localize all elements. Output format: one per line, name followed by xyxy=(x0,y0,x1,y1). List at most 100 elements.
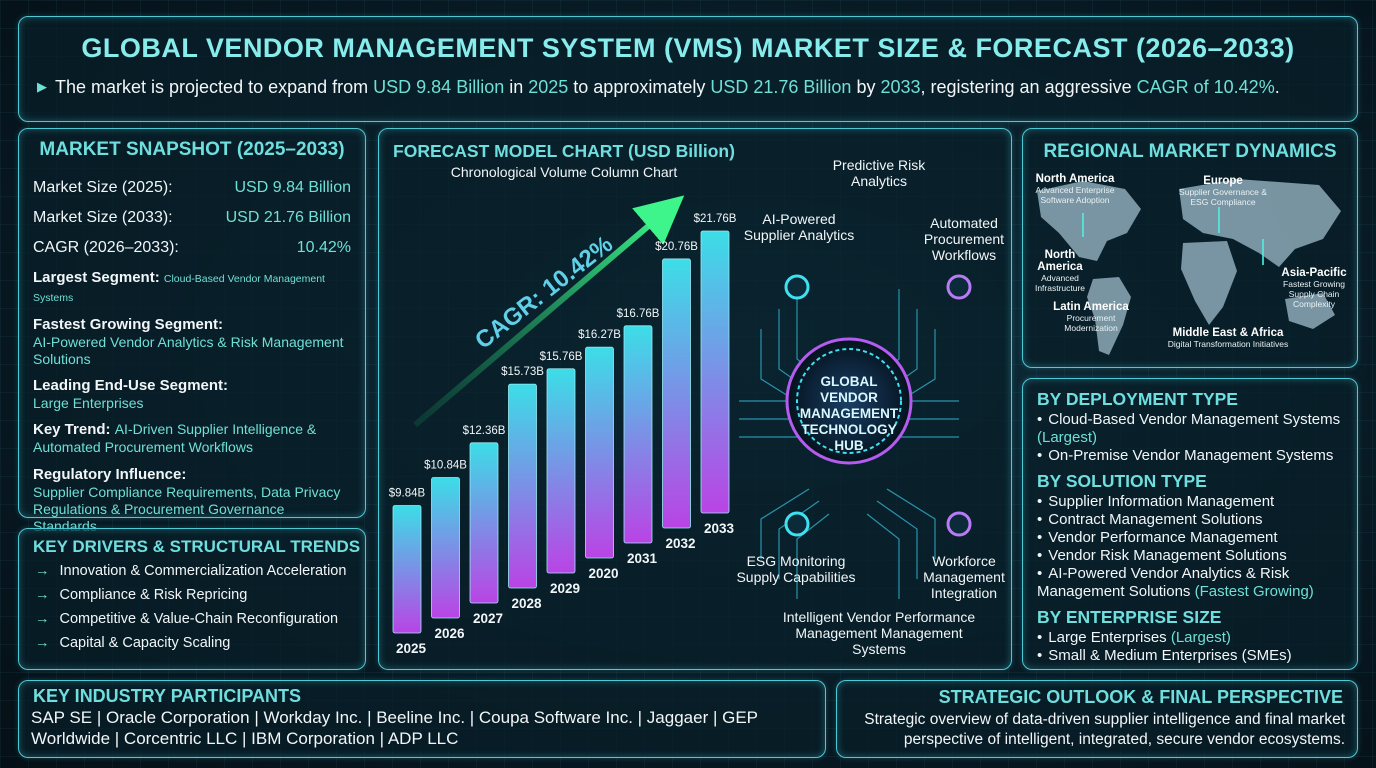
x-tick-label: 2026 xyxy=(434,626,465,641)
value-label: $21.76B xyxy=(694,213,737,225)
metric-value: 10.42% xyxy=(296,239,351,256)
metric-label: CAGR (2026–2033): xyxy=(33,239,179,256)
snapshot-panel: MARKET SNAPSHOT (2025–2033) Market Size … xyxy=(18,128,366,534)
metric-label: Market Size (2033): xyxy=(33,209,173,226)
subtitle-part: 2033 xyxy=(880,77,921,97)
region: North America Advanced Enterprise Softwar… xyxy=(1027,173,1123,205)
participants-panel: KEY INDUSTRY PARTICIPANTS SAP SE | Oracl… xyxy=(18,680,826,758)
segment-item-note: (Fastest Growing) xyxy=(1194,583,1314,600)
segment-item: Supplier Information Management xyxy=(1037,493,1357,511)
bar xyxy=(700,230,730,514)
segment-item: Large Enterprises (Largest) xyxy=(1037,629,1357,647)
segment-label: Leading End-Use Segment: xyxy=(33,377,229,394)
region: Latin America Procurement Modernization xyxy=(1053,301,1129,333)
value-label: $12.36B xyxy=(463,425,506,437)
hub-node xyxy=(784,274,810,300)
snapshot-title: MARKET SNAPSHOT (2025–2033) xyxy=(39,139,345,160)
bar xyxy=(623,325,653,544)
world-map xyxy=(1037,179,1341,355)
segment-item: Small & Medium Enterprises (SMEs) xyxy=(1037,647,1357,665)
region-note: Supplier Governance & ESG Compliance xyxy=(1179,187,1267,207)
metric-label: Market Size (2025): xyxy=(33,179,173,196)
segment-item: AI-Powered Vendor Analytics & Risk Manag… xyxy=(1037,565,1357,601)
segment-item-text: AI-Powered Vendor Analytics & Risk Manag… xyxy=(1037,565,1290,600)
bar xyxy=(546,368,576,574)
metric-value: USD 9.84 Billion xyxy=(234,179,352,196)
snapshot-segment: Regulatory Influence: Supplier Complianc… xyxy=(33,466,351,535)
regional-title: REGIONAL MARKET DYNAMICS xyxy=(1043,141,1337,162)
bar xyxy=(662,258,691,529)
hub-node-label: ESG Monitoring Supply Capabilities xyxy=(736,553,856,585)
segment-group-title: BY SOLUTION TYPE xyxy=(1037,471,1207,491)
region-note: Advanced Enterprise Software Adoption xyxy=(1035,185,1115,205)
segment-group-title: BY DEPLOYMENT TYPE xyxy=(1037,389,1238,409)
region-name: North America xyxy=(1035,173,1115,185)
subtitle-part: to approximately xyxy=(568,77,711,97)
x-tick-label: 2027 xyxy=(473,611,503,626)
region: Middle East & Africa Digital Transformati… xyxy=(1143,327,1313,349)
subtitle-part: The market is projected to expand from xyxy=(55,77,374,97)
x-tick-label: 2032 xyxy=(665,536,695,551)
x-tick-label: 2025 xyxy=(396,641,427,656)
subtitle-part: , registering an aggressive xyxy=(920,77,1137,97)
snapshot-segment: Fastest Growing Segment: AI-Powered Vend… xyxy=(33,316,351,368)
snapshot-segment: Key Trend: AI-Driven Supplier Intelligen… xyxy=(33,421,351,457)
hub-node-label: Workforce Management Integration xyxy=(923,553,1005,601)
region-name: North America xyxy=(1037,249,1083,273)
segment-item: Vendor Performance Management xyxy=(1037,529,1357,547)
region-name: Middle East & Africa xyxy=(1172,327,1284,339)
region-name: Asia-Pacific xyxy=(1281,267,1347,279)
region: North America Advanced Infrastructure xyxy=(1025,249,1095,293)
bar xyxy=(431,477,460,619)
segment-group-title: BY ENTERPRISE SIZE xyxy=(1037,607,1222,627)
bar xyxy=(392,505,422,634)
subtitle-part: in xyxy=(504,77,529,97)
segment-item-note: (Largest) xyxy=(1037,429,1098,446)
region-note: Digital Transformation Initiatives xyxy=(1167,339,1289,349)
segment-item-text: On-Premise Vendor Management Systems xyxy=(1048,447,1334,464)
region: Asia-Pacific Fastest Growing Supply Chain… xyxy=(1275,267,1353,309)
driver-item: Competitive & Value-Chain Reconfiguratio… xyxy=(35,611,365,627)
segment-item-text: Small & Medium Enterprises (SMEs) xyxy=(1048,647,1292,664)
driver-item: Capital & Capacity Scaling xyxy=(35,635,365,651)
region: Europe Supplier Governance & ESG Complian… xyxy=(1173,175,1273,207)
drivers-title: KEY DRIVERS & STRUCTURAL TRENDS xyxy=(33,537,361,556)
chart-subtitle: Chronological Volume Column Chart xyxy=(450,164,678,180)
snapshot-metric: CAGR (2026–2033): 10.42% xyxy=(33,239,351,257)
segment-item-text: Supplier Information Management xyxy=(1048,493,1275,510)
hub-node-label: AI-Powered Supplier Analytics xyxy=(743,211,855,243)
region-note: Procurement Modernization xyxy=(1064,313,1118,333)
segment-item: On-Premise Vendor Management Systems xyxy=(1037,447,1357,465)
value-label: $16.76B xyxy=(617,308,660,320)
hub-node xyxy=(946,274,972,300)
subtitle-part: CAGR of 10.42% xyxy=(1136,77,1275,97)
x-tick-label: 2020 xyxy=(588,566,618,581)
metric-value: USD 21.76 Billion xyxy=(225,209,351,226)
subtitle-part: 2025 xyxy=(528,77,569,97)
snapshot-metric: Market Size (2025): USD 9.84 Billion xyxy=(33,179,351,197)
segment-item-text: Contract Management Solutions xyxy=(1048,511,1263,528)
segment-item-note: (Largest) xyxy=(1170,629,1231,646)
hub-node xyxy=(784,511,810,537)
hub-node-label: Intelligent Vendor Performance Managemen… xyxy=(782,609,976,657)
subtitle-part: by xyxy=(851,77,881,97)
segment-value: AI-Powered Vendor Analytics & Risk Manag… xyxy=(33,334,344,367)
segment-value: Cloud-Based Vendor Management Systems xyxy=(33,273,325,304)
hub-node xyxy=(946,511,972,537)
bar xyxy=(508,383,537,589)
hub-node-label: Predictive Risk Analytics xyxy=(832,157,926,189)
drivers-panel: KEY DRIVERS & STRUCTURAL TRENDS Innovati… xyxy=(18,528,366,670)
segment-item-text: Vendor Performance Management xyxy=(1048,529,1278,546)
participants-title: KEY INDUSTRY PARTICIPANTS xyxy=(33,686,302,706)
hub-node-label: Automated Procurement Workflows xyxy=(923,215,1005,263)
hub-ring xyxy=(785,337,913,465)
value-label: $15.76B xyxy=(540,351,583,363)
cagr-arrow xyxy=(413,195,685,428)
outlook-text: Strategic overview of data-driven suppli… xyxy=(864,711,1345,748)
segment-value: Large Enterprises xyxy=(33,395,144,411)
snapshot-segment: Leading End-Use Segment: Large Enterpris… xyxy=(33,377,351,412)
subtitle-part: USD 21.76 Billion xyxy=(710,77,852,97)
value-label: $20.76B xyxy=(655,241,698,253)
region-note: Advanced Infrastructure xyxy=(1034,273,1086,293)
